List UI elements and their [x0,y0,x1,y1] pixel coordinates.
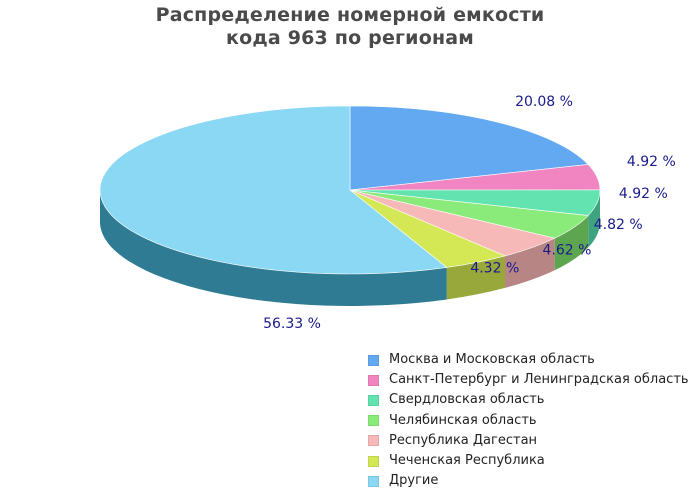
legend-label: Москва и Московская область [389,352,595,368]
legend-item-2: Санкт-Петербург и Ленинградская область [368,370,689,390]
pie-slice-1 [349,105,589,191]
legend-item-1: Москва и Московская область [368,350,689,370]
legend-item-3: Свердловская область [368,390,689,410]
chart-title: Распределение номерной емкости кода 963 … [0,4,700,50]
chart-title-line-2: кода 963 по регионам [225,27,475,49]
data-label-4: 4.82 % [594,217,643,233]
pie-sides [100,190,600,306]
data-label-2: 4.92 % [627,154,676,170]
legend-swatch [368,455,379,467]
pie-tops [99,105,601,275]
legend-label: Свердловская область [389,392,545,408]
data-label-7: 56.33 % [263,316,321,332]
legend-swatch [368,415,379,427]
legend-item-6: Чеченская Республика [368,451,689,471]
data-label-6: 4.32 % [470,260,519,276]
pie-slice-7 [99,105,448,275]
pie-labels: 20.08 % 4.92 % 4.92 % 4.82 %4.62 % 4.32 % 56.… [263,94,676,332]
pie-side-6 [446,255,506,300]
legend-swatch [368,374,379,386]
legend-swatch [368,475,379,487]
legend-swatch [368,354,379,366]
legend-item-5: Республика Дагестан [368,431,689,451]
data-label-5: 4.62 % [543,243,592,259]
legend-label: Другие [389,473,439,489]
data-label-1: 20.08 % [515,94,573,110]
legend-label: Чеченская Республика [389,453,545,469]
legend-label: Челябинская область [389,412,537,428]
legend-swatch [368,394,379,406]
legend-item-4: Челябинская область [368,411,689,431]
pie-side-4 [554,215,589,271]
legend-swatch [368,435,379,447]
chart-title-line-1: Распределение номерной емкости [155,4,545,26]
legend-label: Республика Дагестан [389,432,538,448]
data-label-3: 4.92 % [619,186,668,202]
legend-item-7: Другие [368,471,689,491]
pie-side-7 [100,190,447,306]
pie-side-5 [505,238,555,288]
legend-label: Санкт-Петербург и Ленинградская область [389,372,689,388]
pie-side-3 [588,190,600,248]
legend: Москва и Московская область Санкт-Петербу… [368,350,689,491]
